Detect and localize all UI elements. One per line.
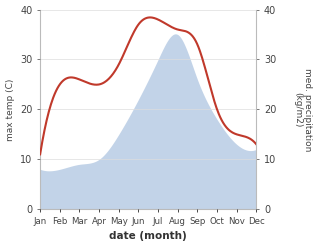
X-axis label: date (month): date (month) (109, 231, 187, 242)
Y-axis label: med. precipitation
(kg/m2): med. precipitation (kg/m2) (293, 68, 313, 151)
Y-axis label: max temp (C): max temp (C) (5, 78, 15, 141)
